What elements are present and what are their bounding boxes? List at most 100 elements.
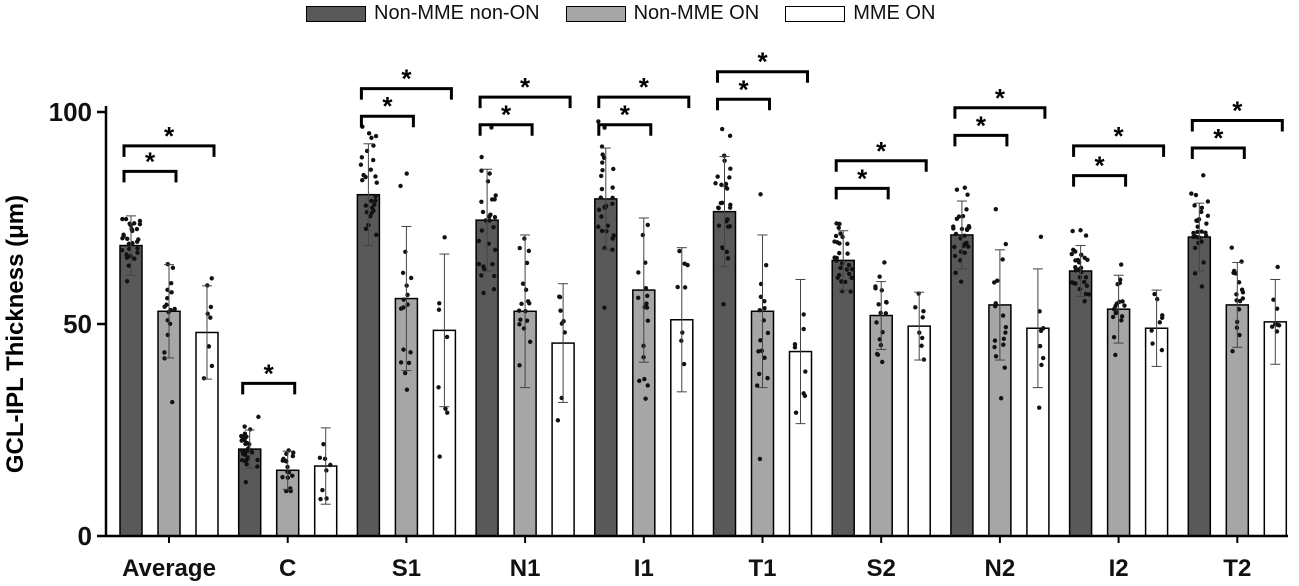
data-point bbox=[406, 360, 412, 366]
significance-star-N1-6: * bbox=[520, 72, 531, 102]
data-point bbox=[958, 258, 963, 263]
significance-bracket-T2-17 bbox=[1190, 146, 1246, 160]
data-point bbox=[1149, 328, 1154, 333]
data-point bbox=[848, 289, 853, 294]
data-point bbox=[1199, 209, 1204, 215]
data-point bbox=[1236, 280, 1242, 285]
data-point bbox=[682, 285, 688, 290]
data-point bbox=[727, 133, 733, 139]
data-point bbox=[489, 125, 494, 130]
data-point bbox=[644, 301, 649, 306]
data-point bbox=[724, 249, 730, 255]
data-point bbox=[1002, 365, 1007, 370]
data-point bbox=[1036, 405, 1042, 410]
data-point bbox=[837, 250, 842, 256]
data-point bbox=[489, 197, 495, 202]
data-point bbox=[242, 437, 247, 443]
data-point bbox=[1203, 230, 1208, 235]
data-point bbox=[239, 457, 245, 463]
data-point bbox=[243, 458, 248, 464]
data-point bbox=[444, 334, 450, 340]
data-point bbox=[248, 427, 253, 432]
data-point bbox=[1075, 257, 1081, 263]
data-point bbox=[602, 305, 607, 310]
data-point bbox=[965, 192, 970, 197]
data-point bbox=[370, 157, 376, 163]
data-point bbox=[368, 214, 373, 219]
data-point bbox=[373, 174, 378, 179]
data-point bbox=[879, 288, 884, 293]
significance-star-N1-5: * bbox=[501, 100, 512, 130]
data-point bbox=[727, 175, 732, 180]
data-point bbox=[611, 166, 616, 172]
data-point bbox=[599, 186, 605, 192]
data-point bbox=[1230, 348, 1235, 354]
data-point bbox=[398, 360, 404, 365]
data-point bbox=[491, 287, 497, 292]
data-point bbox=[596, 119, 601, 124]
data-point bbox=[954, 216, 960, 222]
legend-swatch-non-mme-on bbox=[565, 5, 626, 22]
data-point bbox=[1087, 292, 1092, 297]
data-point bbox=[481, 290, 486, 296]
data-point bbox=[921, 309, 926, 314]
data-point bbox=[436, 385, 441, 390]
data-point bbox=[121, 232, 126, 237]
legend-label-non-mme-non-on: Non-MME non-ON bbox=[374, 2, 540, 24]
data-point bbox=[437, 301, 442, 306]
x-tick-label-I1: I1 bbox=[634, 555, 654, 582]
data-point bbox=[437, 454, 442, 459]
significance-bracket-C-2 bbox=[241, 381, 297, 395]
significance-star-Average-1: * bbox=[164, 121, 175, 151]
data-point bbox=[1073, 249, 1078, 254]
significance-bracket-I1-8 bbox=[597, 95, 691, 109]
data-point bbox=[120, 236, 125, 241]
significance-star-S1-3: * bbox=[382, 91, 393, 121]
data-point bbox=[476, 261, 482, 267]
data-point bbox=[600, 160, 605, 165]
data-point bbox=[126, 263, 131, 268]
data-point bbox=[527, 339, 533, 344]
data-point bbox=[1269, 324, 1275, 329]
data-point bbox=[913, 305, 918, 310]
data-point bbox=[328, 462, 333, 468]
data-point bbox=[373, 133, 379, 139]
data-point bbox=[1239, 259, 1244, 264]
significance-star-I2-16: * bbox=[1114, 121, 1125, 151]
data-point bbox=[242, 431, 248, 436]
data-point bbox=[802, 393, 808, 399]
data-point bbox=[1041, 326, 1046, 331]
data-point bbox=[280, 474, 285, 480]
data-point bbox=[1079, 252, 1084, 258]
data-point bbox=[1120, 299, 1125, 304]
data-point bbox=[645, 318, 651, 323]
data-point bbox=[849, 275, 854, 281]
data-point bbox=[1191, 234, 1196, 240]
y-tick-label-0: 0 bbox=[78, 521, 92, 551]
data-point bbox=[244, 440, 250, 446]
data-point bbox=[610, 247, 615, 252]
data-point bbox=[363, 203, 369, 208]
data-point bbox=[610, 236, 615, 241]
data-point bbox=[599, 228, 605, 234]
data-point bbox=[756, 371, 762, 377]
data-point bbox=[1119, 318, 1124, 323]
data-point bbox=[321, 441, 326, 447]
data-point bbox=[1199, 205, 1205, 210]
data-point bbox=[1118, 262, 1124, 267]
data-point bbox=[961, 243, 966, 249]
data-point bbox=[993, 301, 998, 306]
data-point bbox=[479, 199, 484, 204]
data-point bbox=[873, 284, 878, 289]
data-point bbox=[833, 233, 839, 239]
significance-star-S1-4: * bbox=[401, 64, 412, 94]
data-point bbox=[242, 424, 247, 429]
data-point bbox=[951, 224, 956, 229]
data-point bbox=[645, 383, 650, 388]
data-point bbox=[119, 247, 125, 253]
data-point bbox=[487, 218, 492, 223]
data-point bbox=[286, 448, 291, 453]
data-point bbox=[517, 322, 522, 327]
data-point bbox=[757, 307, 762, 313]
data-point bbox=[1000, 313, 1006, 318]
